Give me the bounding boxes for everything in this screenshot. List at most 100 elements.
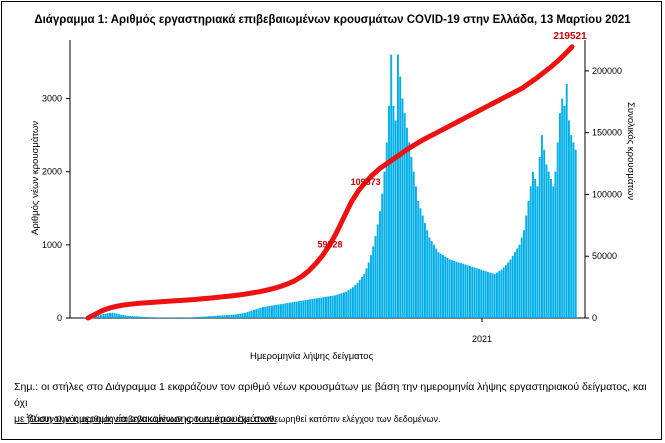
bar (293, 301, 296, 318)
bar (311, 298, 314, 318)
bar (122, 315, 125, 318)
bar (457, 262, 460, 318)
bar (565, 83, 568, 318)
bar (338, 293, 341, 318)
bar (131, 316, 134, 318)
bar (484, 271, 487, 318)
bar (570, 135, 573, 318)
bar (505, 265, 507, 318)
bar (199, 316, 201, 318)
bar (538, 157, 541, 318)
bar (379, 211, 381, 318)
bar (482, 270, 485, 318)
bar (100, 314, 102, 318)
y2-tick-label: 150000 (592, 128, 622, 138)
bar (210, 316, 213, 318)
bar (244, 312, 246, 318)
bar (194, 317, 197, 318)
bar (277, 304, 280, 318)
bar (455, 261, 458, 318)
bar (381, 193, 384, 318)
bar (520, 237, 523, 318)
y2-tick-label: 0 (592, 313, 597, 323)
bar (208, 316, 210, 318)
x-tick-label: 2021 (472, 334, 492, 344)
bar (410, 157, 413, 318)
bar (109, 312, 111, 318)
bar (291, 302, 294, 318)
bar (372, 246, 375, 318)
bar (237, 313, 240, 318)
bar (262, 307, 264, 318)
bar (352, 287, 354, 318)
footnote: 1Ο συνολικός αριθμός επιβεβαιωμένων κρου… (26, 414, 440, 424)
bar (529, 186, 532, 318)
chart-title: Διάγραμμα 1: Αριθμός εργαστηριακά επιβεβ… (34, 14, 631, 26)
bar (313, 298, 316, 318)
bar (408, 142, 411, 318)
bar (187, 317, 190, 318)
bar (394, 120, 397, 318)
bar (545, 164, 548, 318)
bar (498, 271, 501, 318)
bar (370, 255, 372, 318)
bar (336, 294, 339, 318)
bar (156, 317, 159, 318)
bar (388, 105, 390, 318)
bar (230, 314, 233, 318)
bar (383, 171, 386, 318)
bar (541, 135, 543, 318)
bar (95, 316, 98, 318)
bar (284, 303, 287, 318)
bar (163, 317, 165, 318)
footnote-mark: 1 (26, 414, 30, 420)
bar (554, 171, 557, 318)
bar (367, 262, 370, 318)
bar (219, 315, 222, 318)
bar (232, 314, 235, 318)
bar (266, 306, 269, 318)
bar (543, 149, 546, 318)
bar (363, 274, 366, 318)
bar (516, 248, 519, 318)
bar (145, 317, 147, 318)
bar (120, 314, 123, 318)
bar (307, 299, 309, 318)
bar (136, 316, 138, 318)
bar (104, 313, 107, 318)
bar (361, 277, 363, 318)
bar (390, 54, 393, 318)
bar (365, 268, 368, 318)
bar (572, 142, 575, 318)
bar (561, 98, 564, 318)
y2-tick-label: 50000 (592, 251, 617, 261)
bar (223, 315, 226, 318)
bar (286, 303, 289, 318)
bar (462, 263, 465, 318)
bar (255, 309, 258, 318)
note: Σημ.: οι στήλες στο Διάγραμμα 1 εκφράζου… (14, 379, 654, 427)
bar (500, 269, 503, 318)
bar (421, 215, 424, 318)
bar (491, 273, 494, 318)
cumulative-line (85, 44, 575, 321)
bar (493, 274, 496, 318)
bar (304, 300, 307, 318)
bar (507, 262, 510, 318)
bar (289, 302, 291, 318)
bar (151, 317, 154, 318)
bar (325, 296, 327, 318)
bar (433, 244, 435, 318)
bar (415, 186, 417, 318)
bar (253, 309, 255, 318)
bar (226, 315, 228, 318)
bar (322, 297, 325, 318)
bar (154, 317, 156, 318)
bar (111, 312, 114, 318)
bar (343, 292, 345, 318)
bar (113, 313, 116, 318)
bar (453, 260, 456, 318)
bar (129, 315, 132, 318)
bar (241, 313, 244, 318)
